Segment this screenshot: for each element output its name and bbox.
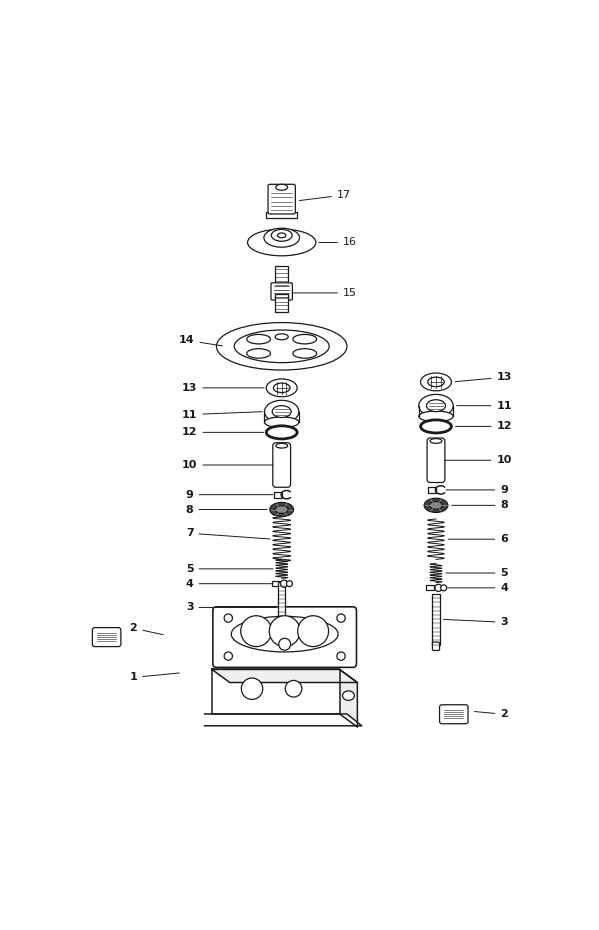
Ellipse shape bbox=[343, 691, 355, 700]
Text: 13: 13 bbox=[182, 383, 264, 392]
Circle shape bbox=[241, 678, 263, 699]
Ellipse shape bbox=[272, 405, 291, 418]
FancyBboxPatch shape bbox=[440, 705, 468, 724]
Circle shape bbox=[224, 614, 232, 622]
Text: 3: 3 bbox=[443, 618, 508, 627]
Text: 5: 5 bbox=[186, 564, 273, 574]
Text: 8: 8 bbox=[186, 504, 267, 514]
FancyBboxPatch shape bbox=[213, 607, 356, 668]
Circle shape bbox=[279, 638, 291, 650]
Polygon shape bbox=[212, 670, 358, 683]
Polygon shape bbox=[204, 714, 362, 725]
Bar bbox=[432, 594, 440, 644]
Bar bbox=[275, 295, 288, 312]
FancyBboxPatch shape bbox=[271, 283, 292, 300]
Ellipse shape bbox=[428, 378, 444, 387]
FancyBboxPatch shape bbox=[268, 184, 295, 214]
Text: 1: 1 bbox=[129, 672, 179, 683]
FancyBboxPatch shape bbox=[278, 631, 285, 639]
Ellipse shape bbox=[277, 232, 286, 238]
Ellipse shape bbox=[426, 400, 446, 412]
Circle shape bbox=[280, 580, 288, 587]
Text: 9: 9 bbox=[186, 490, 273, 499]
Text: 4: 4 bbox=[186, 578, 273, 589]
Ellipse shape bbox=[267, 379, 297, 397]
Circle shape bbox=[435, 584, 442, 591]
Ellipse shape bbox=[429, 501, 443, 510]
Circle shape bbox=[224, 652, 232, 660]
Text: 12: 12 bbox=[182, 428, 264, 437]
Text: 2: 2 bbox=[129, 623, 164, 635]
Ellipse shape bbox=[247, 349, 271, 358]
Ellipse shape bbox=[270, 502, 294, 517]
Text: 3: 3 bbox=[186, 603, 276, 613]
Ellipse shape bbox=[276, 184, 288, 191]
Text: 17: 17 bbox=[300, 190, 351, 201]
Circle shape bbox=[337, 614, 345, 622]
Ellipse shape bbox=[420, 373, 452, 391]
Ellipse shape bbox=[430, 439, 442, 444]
Circle shape bbox=[285, 681, 302, 698]
Polygon shape bbox=[212, 670, 340, 714]
FancyBboxPatch shape bbox=[427, 438, 445, 483]
Bar bbox=[426, 586, 434, 591]
FancyBboxPatch shape bbox=[432, 642, 440, 650]
Text: 2: 2 bbox=[474, 710, 508, 719]
Ellipse shape bbox=[419, 394, 453, 417]
Bar bbox=[275, 266, 288, 287]
Ellipse shape bbox=[271, 230, 292, 241]
Ellipse shape bbox=[247, 335, 271, 344]
Ellipse shape bbox=[293, 335, 317, 344]
Text: 11: 11 bbox=[456, 401, 512, 411]
Text: 14: 14 bbox=[179, 336, 223, 346]
Text: 5: 5 bbox=[446, 568, 508, 578]
Circle shape bbox=[298, 616, 329, 646]
Text: 9: 9 bbox=[446, 485, 508, 495]
Text: 13: 13 bbox=[455, 372, 512, 382]
Ellipse shape bbox=[419, 411, 453, 421]
Ellipse shape bbox=[264, 228, 300, 247]
Ellipse shape bbox=[231, 617, 338, 652]
Text: 10: 10 bbox=[444, 456, 512, 465]
Circle shape bbox=[241, 616, 271, 646]
Ellipse shape bbox=[276, 444, 288, 448]
Text: 6: 6 bbox=[448, 534, 508, 544]
Circle shape bbox=[337, 652, 345, 660]
Ellipse shape bbox=[275, 506, 288, 513]
Ellipse shape bbox=[265, 417, 299, 428]
Circle shape bbox=[441, 585, 447, 591]
Bar bbox=[278, 582, 285, 632]
Bar bbox=[267, 212, 297, 219]
Circle shape bbox=[286, 580, 292, 587]
Ellipse shape bbox=[265, 400, 299, 423]
Text: 16: 16 bbox=[319, 237, 357, 247]
Text: 4: 4 bbox=[447, 583, 508, 592]
Ellipse shape bbox=[247, 229, 316, 256]
Ellipse shape bbox=[275, 334, 288, 339]
Bar bbox=[428, 487, 436, 493]
Ellipse shape bbox=[273, 383, 290, 392]
Text: 15: 15 bbox=[294, 288, 357, 298]
Ellipse shape bbox=[420, 420, 452, 433]
FancyBboxPatch shape bbox=[273, 443, 291, 487]
Ellipse shape bbox=[424, 498, 448, 512]
Text: 8: 8 bbox=[452, 500, 508, 511]
Text: 10: 10 bbox=[182, 460, 273, 470]
Text: 11: 11 bbox=[182, 409, 262, 419]
Ellipse shape bbox=[267, 426, 297, 439]
Text: 7: 7 bbox=[186, 528, 270, 539]
Circle shape bbox=[269, 616, 300, 646]
Bar bbox=[272, 581, 280, 586]
FancyBboxPatch shape bbox=[92, 628, 121, 646]
Ellipse shape bbox=[216, 323, 347, 370]
Polygon shape bbox=[340, 670, 358, 727]
Bar bbox=[274, 492, 282, 498]
Ellipse shape bbox=[234, 330, 329, 363]
Ellipse shape bbox=[293, 349, 317, 358]
Text: 12: 12 bbox=[455, 421, 512, 432]
